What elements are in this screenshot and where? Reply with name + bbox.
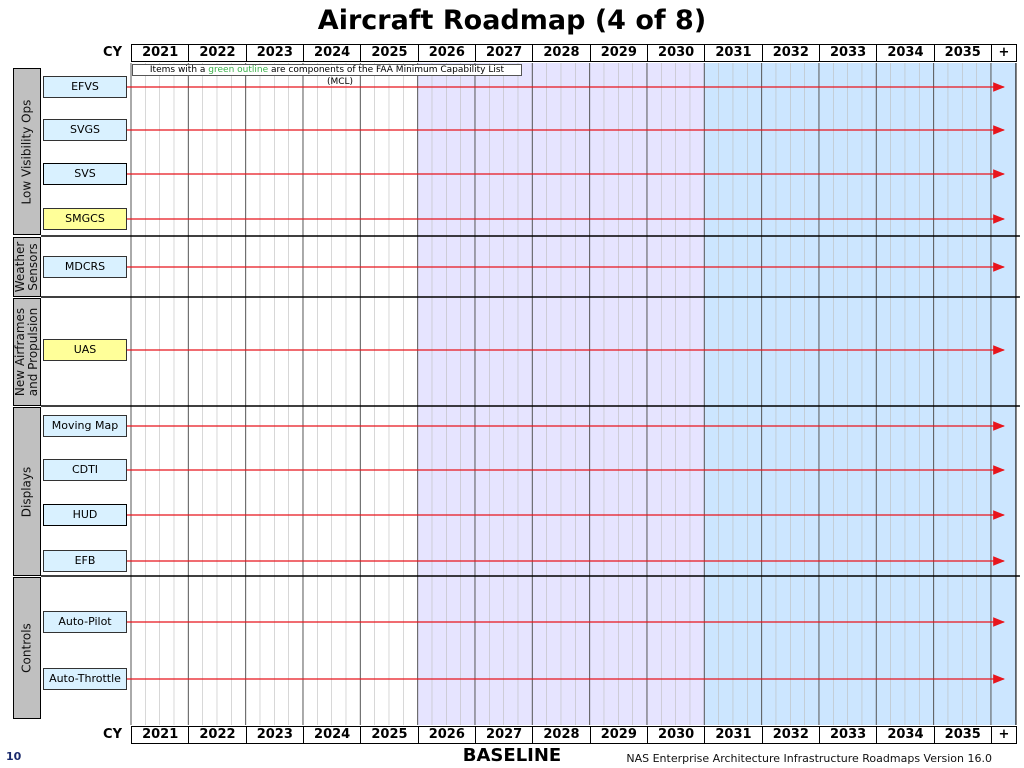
category-label: Weather Sensors <box>13 241 40 293</box>
category-label: Low Visibility Ops <box>19 99 34 204</box>
category-2: New Airframes and Propulsion <box>13 298 41 406</box>
period-band-2031-plus <box>704 63 1016 725</box>
header-year-2021: 2021 <box>131 44 190 62</box>
mcl-note-highlight: green outline <box>208 65 269 75</box>
header-year-2035: 2035 <box>933 44 992 62</box>
footer-year-2025: 2025 <box>360 726 419 744</box>
header-year-2029: 2029 <box>589 44 648 62</box>
header-year-2030: 2030 <box>646 44 706 62</box>
header-year-2027: 2027 <box>474 44 534 62</box>
item-efb: EFB <box>43 550 127 572</box>
header-year-2022: 2022 <box>188 44 247 62</box>
mcl-note-tail: (MCL) <box>326 77 354 87</box>
mcl-note-before: Items with a <box>149 65 209 75</box>
header-year-2034: 2034 <box>876 44 935 62</box>
mcl-note: Items with a green outline are component… <box>132 64 522 76</box>
header-year-2026: 2026 <box>417 44 476 62</box>
item-smgcs: SMGCS <box>43 208 127 230</box>
item-hud: HUD <box>43 504 127 526</box>
header-year-plus: + <box>990 44 1017 62</box>
item-moving-map: Moving Map <box>43 415 127 437</box>
item-cdti: CDTI <box>43 459 127 481</box>
footer-year-2021: 2021 <box>131 726 190 744</box>
footer-year-2026: 2026 <box>417 726 476 744</box>
baseline-label: BASELINE <box>462 745 562 766</box>
footer-year-2022: 2022 <box>188 726 247 744</box>
header-year-2033: 2033 <box>818 44 878 62</box>
category-3: Displays <box>13 407 41 576</box>
chart-title: Aircraft Roadmap (4 of 8) <box>317 5 707 36</box>
footer-year-plus: + <box>990 726 1017 744</box>
item-auto-pilot: Auto-Pilot <box>43 611 127 633</box>
footer-year-2030: 2030 <box>646 726 706 744</box>
header-year-2028: 2028 <box>532 44 591 62</box>
footer-year-2024: 2024 <box>302 726 362 744</box>
item-svs: SVS <box>43 163 127 185</box>
category-label: Controls <box>19 623 34 673</box>
page-number: 10 <box>6 750 22 763</box>
header-cy-label: CY <box>103 45 122 60</box>
header-year-2031: 2031 <box>704 44 763 62</box>
footer-year-2035: 2035 <box>933 726 992 744</box>
footer-year-2031: 2031 <box>704 726 763 744</box>
header-year-2023: 2023 <box>245 44 304 62</box>
category-label: Displays <box>19 466 34 517</box>
footer-year-2028: 2028 <box>532 726 591 744</box>
header-year-2025: 2025 <box>360 44 419 62</box>
footer-cy-label: CY <box>103 727 122 742</box>
header-year-2024: 2024 <box>302 44 362 62</box>
footer-year-2033: 2033 <box>818 726 878 744</box>
category-0: Low Visibility Ops <box>13 68 41 235</box>
item-auto-throttle: Auto-Throttle <box>43 668 127 690</box>
mcl-note-after: are components of the FAA Minimum Capabi… <box>268 65 505 75</box>
footer-year-2027: 2027 <box>474 726 534 744</box>
item-uas: UAS <box>43 339 127 361</box>
item-mdcrs: MDCRS <box>43 256 127 278</box>
header-year-2032: 2032 <box>761 44 820 62</box>
category-1: Weather Sensors <box>13 237 41 297</box>
category-4: Controls <box>13 577 41 719</box>
item-efvs: EFVS <box>43 76 127 98</box>
footer-year-2034: 2034 <box>876 726 935 744</box>
category-label: New Airframes and Propulsion <box>13 307 40 397</box>
version-label: NAS Enterprise Architecture Infrastructu… <box>626 752 992 765</box>
item-svgs: SVGS <box>43 119 127 141</box>
footer-year-2032: 2032 <box>761 726 820 744</box>
footer-year-2029: 2029 <box>589 726 648 744</box>
footer-year-2023: 2023 <box>245 726 304 744</box>
